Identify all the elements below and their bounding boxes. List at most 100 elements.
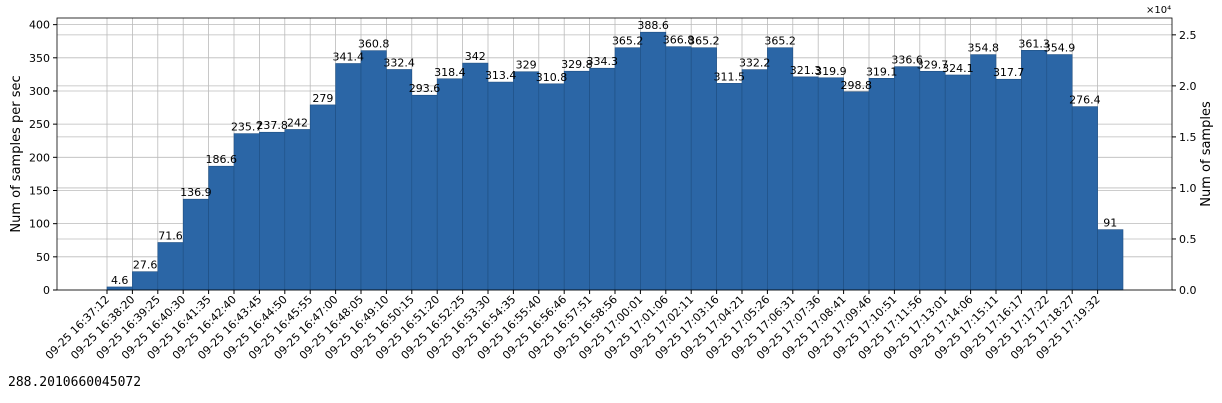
y-tick-label: 250 <box>29 118 50 131</box>
bar <box>995 78 1022 291</box>
output-text: 288.2010660045072 <box>8 375 142 390</box>
value-label: 298.8 <box>841 79 873 92</box>
value-label: 388.6 <box>637 19 669 32</box>
value-label: 279 <box>312 92 333 105</box>
value-label: 136.9 <box>180 186 212 199</box>
bar <box>436 78 463 291</box>
bar <box>970 54 997 291</box>
y-tick-label: 350 <box>29 52 50 65</box>
bar <box>868 78 895 291</box>
bar <box>538 83 565 291</box>
value-label: 329.7 <box>917 58 949 71</box>
y-tick-label: 100 <box>29 218 50 231</box>
y2-axis-label: Num of samples <box>1199 101 1214 207</box>
value-label: 311.5 <box>714 70 746 83</box>
bar <box>386 69 413 291</box>
value-label: 324.1 <box>942 62 974 75</box>
y2-tick-label: 0.0 <box>1179 284 1197 297</box>
value-label: 186.6 <box>206 153 238 166</box>
value-label: 341.4 <box>333 51 365 64</box>
bar <box>944 74 971 291</box>
bar <box>690 47 717 291</box>
y2-tick-label: 1.5 <box>1179 131 1197 144</box>
bar <box>767 47 794 291</box>
bar <box>157 242 184 291</box>
value-label: 361.3 <box>1018 37 1050 50</box>
value-label: 329 <box>516 59 537 72</box>
value-label: 365.2 <box>612 35 644 48</box>
value-label: 336.6 <box>891 54 923 67</box>
bar <box>1046 54 1073 291</box>
value-label: 334.3 <box>587 55 619 68</box>
bar <box>792 76 819 291</box>
bar <box>614 47 641 291</box>
value-label: 321.3 <box>790 64 822 77</box>
value-label: 293.6 <box>409 82 441 95</box>
y-axis-label: Num of samples per sec <box>9 75 24 232</box>
value-label: 332.2 <box>739 57 771 70</box>
value-label: 310.8 <box>536 71 568 84</box>
bar <box>1071 106 1098 291</box>
value-label: 319.9 <box>815 65 847 78</box>
value-label: 366.8 <box>663 34 695 47</box>
bar <box>360 50 387 291</box>
bar <box>665 46 692 291</box>
value-label: 313.4 <box>485 69 517 82</box>
plot-frame <box>56 17 1173 291</box>
bar <box>259 131 286 291</box>
value-label: 319.1 <box>866 65 898 78</box>
value-label: 276.4 <box>1069 94 1101 107</box>
y2-offset-label: ×10⁴ <box>1146 5 1171 16</box>
value-label: 332.4 <box>383 56 415 69</box>
value-label: 242 <box>287 116 308 129</box>
bar <box>640 31 667 291</box>
y2-tick-label: 0.5 <box>1179 233 1197 246</box>
value-label: 318.4 <box>434 66 466 79</box>
y-tick-label: 50 <box>36 251 50 264</box>
value-label: 317.7 <box>993 66 1025 79</box>
y2-tick-label: 2.0 <box>1179 80 1197 93</box>
bar <box>919 70 946 291</box>
bar <box>741 69 768 291</box>
bar <box>589 67 616 291</box>
value-label: 71.6 <box>158 229 183 242</box>
y2-tick-label: 1.0 <box>1179 182 1197 195</box>
bar <box>817 77 844 291</box>
bar <box>208 165 235 291</box>
y-tick-label: 300 <box>29 85 50 98</box>
value-label: 365.2 <box>764 35 796 48</box>
y-tick-label: 0 <box>43 284 50 297</box>
value-label: 354.9 <box>1044 42 1076 55</box>
value-label: 91 <box>1103 217 1117 230</box>
bar <box>487 81 514 291</box>
value-label: 4.6 <box>111 274 129 287</box>
bar <box>513 71 540 291</box>
value-label: 354.8 <box>968 42 1000 55</box>
value-label: 27.6 <box>133 259 158 272</box>
y-tick-label: 200 <box>29 151 50 164</box>
value-label: 235.7 <box>231 121 263 134</box>
value-label: 329.8 <box>561 58 593 71</box>
bar <box>106 286 133 291</box>
bar <box>284 129 311 291</box>
bar <box>563 70 590 291</box>
bar <box>233 133 260 291</box>
bar <box>132 271 159 291</box>
y-tick-label: 400 <box>29 19 50 32</box>
y-tick-label: 150 <box>29 184 50 197</box>
bar <box>309 104 336 291</box>
value-label: 365.2 <box>688 35 720 48</box>
bar <box>335 63 362 291</box>
bar <box>1021 50 1048 291</box>
bar <box>462 62 489 291</box>
bar <box>411 94 438 291</box>
bar <box>843 91 870 291</box>
value-label: 237.8 <box>256 119 288 132</box>
bar <box>716 83 743 291</box>
value-label: 360.8 <box>358 38 390 51</box>
bar <box>182 198 209 291</box>
value-label: 342 <box>465 50 486 63</box>
